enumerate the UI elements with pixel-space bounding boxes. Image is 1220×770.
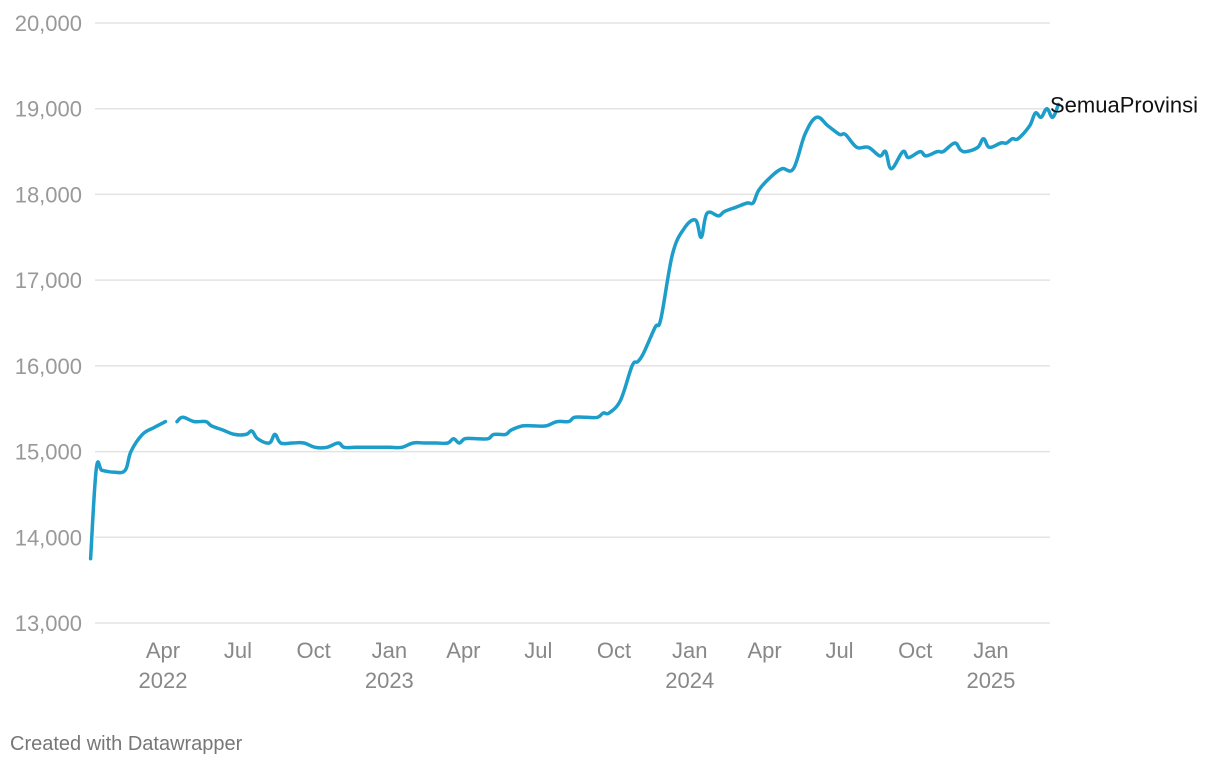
x-tick-label: Jul [524,638,552,663]
x-tick-label: Jul [825,638,853,663]
series-line-segment [88,419,168,561]
x-tick-year-label: 2024 [665,668,714,693]
y-tick-label: 13,000 [15,611,82,636]
y-tick-label: 19,000 [15,97,82,122]
x-tick-label: Apr [146,638,180,663]
series-line-segment [175,102,1061,450]
x-tick-label: Oct [898,638,932,663]
x-tick-label: Jul [224,638,252,663]
x-tick-label: Jan [372,638,407,663]
x-tick-year-label: 2025 [966,668,1015,693]
y-tick-label: 17,000 [15,268,82,293]
x-axis-ticks: Apr 2022 Jul Oct Jan 2023 Apr Jul Oct Jan 2024 Apr J… [139,638,1016,693]
y-tick-label: 20,000 [15,11,82,36]
datawrapper-credit: Created with Datawrapper [10,733,243,755]
series-labels: SemuaProvinsi [1050,92,1198,117]
x-tick-year-label: 2023 [365,668,414,693]
gridlines [95,22,1050,624]
x-tick-label: Apr [446,638,480,663]
y-tick-label: 18,000 [15,182,82,207]
y-tick-label: 16,000 [15,354,82,379]
series-layer [88,102,1061,561]
y-tick-label: 14,000 [15,525,82,550]
y-tick-label: 15,000 [15,440,82,465]
x-tick-label: Oct [296,638,330,663]
x-tick-label: Jan [672,638,707,663]
x-tick-label: Jan [973,638,1008,663]
series-label: SemuaProvinsi [1050,92,1198,117]
y-axis-ticks: 13,000 14,000 15,000 16,000 17,000 18,000 19,0… [15,11,82,636]
x-tick-year-label: 2022 [139,668,188,693]
x-tick-label: Apr [747,638,781,663]
x-tick-label: Oct [597,638,631,663]
